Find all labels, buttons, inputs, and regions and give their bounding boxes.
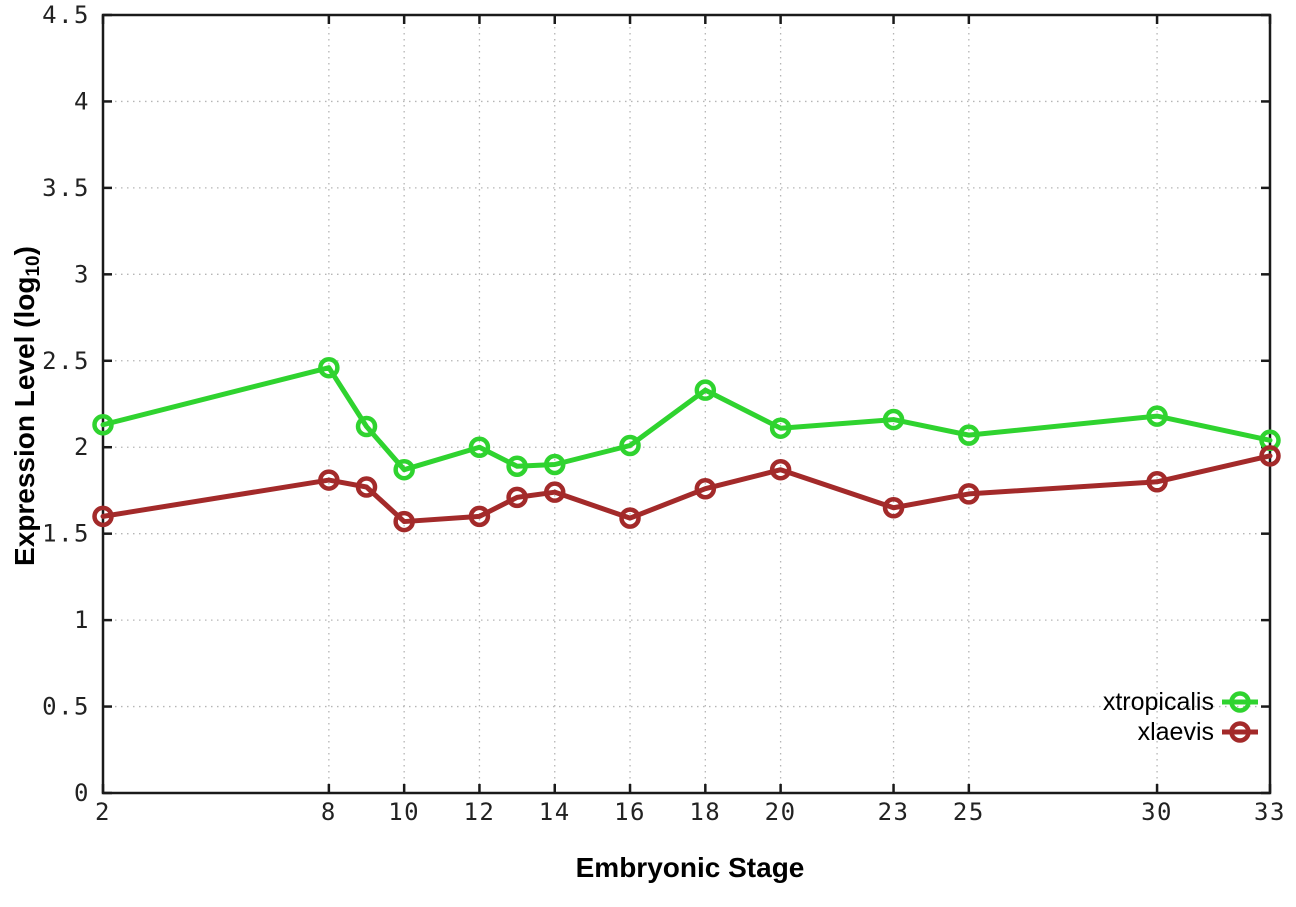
x-tick-label: 2 bbox=[95, 798, 111, 826]
series-line-xtropicalis bbox=[100, 365, 1273, 473]
data-point-xtropicalis bbox=[769, 417, 792, 439]
plot-border bbox=[101, 13, 1272, 795]
y-tick-label: 3 bbox=[74, 260, 90, 288]
y-tick-label: 1 bbox=[74, 606, 90, 634]
x-tick-label: 18 bbox=[689, 798, 721, 826]
y-tick-label: 4.5 bbox=[42, 1, 90, 29]
y-axis-title-end: ) bbox=[9, 246, 41, 256]
data-point-xtropicalis bbox=[694, 379, 717, 401]
legend-label-xlaevis: xlaevis bbox=[1138, 718, 1214, 746]
y-tick-label: 0.5 bbox=[42, 693, 90, 721]
data-point-xtropicalis bbox=[506, 455, 528, 477]
legend-label-xtropicalis: xtropicalis bbox=[1103, 688, 1214, 716]
y-tick-label: 1.5 bbox=[42, 520, 90, 548]
x-tick-label: 30 bbox=[1141, 798, 1173, 826]
data-point-xtropicalis bbox=[318, 356, 340, 379]
data-point-xlaevis bbox=[1259, 445, 1281, 467]
y-tick-label: 0 bbox=[74, 779, 90, 807]
data-point-xtropicalis bbox=[393, 458, 415, 481]
data-point-xtropicalis bbox=[543, 453, 566, 476]
data-point-xlaevis bbox=[958, 483, 980, 505]
data-point-xlaevis bbox=[882, 496, 905, 519]
data-point-xtropicalis bbox=[1146, 405, 1168, 427]
y-tick-label: 2.5 bbox=[42, 347, 90, 375]
data-point-xtropicalis bbox=[355, 415, 378, 438]
data-point-xlaevis bbox=[694, 477, 717, 500]
x-tick-label: 12 bbox=[463, 798, 495, 826]
data-point-xlaevis bbox=[619, 507, 641, 529]
x-tick-label: 10 bbox=[388, 798, 420, 826]
y-axis-title-subscript: 10 bbox=[22, 255, 44, 277]
data-point-xlaevis bbox=[1146, 471, 1168, 493]
x-tick-label: 23 bbox=[878, 798, 910, 826]
x-tick-label: 8 bbox=[321, 798, 337, 826]
x-tick-label: 25 bbox=[953, 798, 985, 826]
data-point-xlaevis bbox=[393, 510, 415, 533]
y-tick-label: 3.5 bbox=[42, 174, 90, 202]
data-point-xlaevis bbox=[318, 469, 340, 491]
legend-marker-xlaevis bbox=[1229, 721, 1251, 743]
y-axis-title-main: Expression Level (log bbox=[9, 276, 41, 566]
data-point-xtropicalis bbox=[882, 408, 905, 431]
series-line-xlaevis bbox=[100, 453, 1273, 525]
legend-marker-xtropicalis bbox=[1229, 691, 1251, 713]
data-point-xtropicalis bbox=[958, 424, 980, 446]
y-tick-label: 2 bbox=[74, 433, 90, 461]
x-tick-label: 16 bbox=[614, 798, 646, 826]
data-point-xtropicalis bbox=[619, 434, 641, 457]
data-point-xlaevis bbox=[92, 505, 114, 528]
x-tick-label: 33 bbox=[1254, 798, 1286, 826]
y-tick-label: 4 bbox=[74, 87, 90, 115]
data-point-xlaevis bbox=[355, 476, 378, 498]
data-point-xlaevis bbox=[506, 486, 528, 509]
data-point-xtropicalis bbox=[92, 413, 114, 436]
data-point-xlaevis bbox=[543, 481, 566, 503]
data-point-xlaevis bbox=[769, 458, 792, 481]
x-axis-title: Embryonic Stage bbox=[575, 852, 805, 883]
x-tick-label: 20 bbox=[765, 798, 797, 826]
data-point-xtropicalis bbox=[468, 436, 491, 458]
y-axis-title: Expression Level (log10) bbox=[9, 246, 45, 566]
x-tick-label: 14 bbox=[539, 798, 571, 826]
data-point-xlaevis bbox=[468, 505, 491, 528]
